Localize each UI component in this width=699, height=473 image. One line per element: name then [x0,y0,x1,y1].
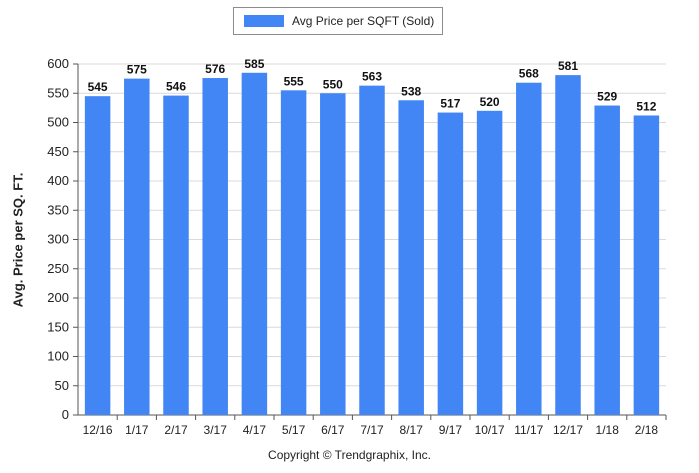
data-label: 529 [597,90,617,104]
bar [280,90,307,415]
x-tick-label: 6/17 [321,423,345,437]
y-tick-label: 400 [47,173,69,188]
data-label: 585 [244,57,264,71]
x-tick-label: 4/17 [243,423,267,437]
bar [84,96,111,416]
data-label: 520 [480,95,500,109]
data-label: 581 [558,59,578,73]
bar [476,110,503,416]
y-tick-label: 100 [47,349,69,364]
bar [320,93,346,415]
y-tick-label: 550 [47,85,69,100]
legend-swatch [244,15,284,27]
x-tick-label: 7/17 [360,423,384,437]
chart-legend: Avg Price per SQFT (Sold) [233,7,443,35]
data-label: 538 [401,84,421,98]
data-label: 576 [205,62,225,76]
x-tick-label: 8/17 [400,423,424,437]
x-tick-label: 1/18 [596,423,620,437]
bar [555,75,581,416]
copyright-text: Copyright © Trendgraphix, Inc. [268,448,431,462]
x-tick-label: 9/17 [439,423,463,437]
data-label: 512 [636,99,656,113]
bar [202,78,228,415]
data-label: 550 [323,77,343,91]
y-tick-label: 50 [55,378,69,393]
data-label: 545 [88,80,108,94]
x-tick-label: 2/17 [164,423,188,437]
bar [124,78,150,415]
x-tick-label: 11/17 [514,423,543,437]
x-tick-label: 3/17 [204,423,228,437]
bar [516,82,542,415]
bar [633,115,660,415]
data-label: 546 [166,80,186,94]
bar [594,105,620,415]
data-label: 575 [127,63,147,77]
y-tick-label: 0 [62,407,69,422]
x-tick-label: 12/17 [553,423,583,437]
bar [163,95,189,415]
y-tick-label: 350 [47,202,69,217]
bar [437,112,464,416]
bar [398,100,424,416]
data-label: 563 [362,70,382,84]
x-tick-label: 5/17 [282,423,306,437]
y-tick-label: 250 [47,261,69,276]
bar [241,72,268,416]
y-tick-label: 150 [47,319,69,334]
x-tick-label: 12/16 [83,423,113,437]
y-tick-label: 600 [47,56,69,71]
x-tick-label: 1/17 [125,423,149,437]
x-tick-label: 10/17 [475,423,505,437]
legend-label: Avg Price per SQFT (Sold) [292,14,435,28]
y-tick-label: 450 [47,144,69,159]
y-tick-label: 300 [47,232,69,247]
data-label: 568 [519,67,539,81]
data-label: 555 [284,74,304,88]
bar [359,85,385,416]
x-tick-label: 2/18 [635,423,659,437]
y-tick-label: 200 [47,290,69,305]
data-label: 517 [440,97,460,111]
y-tick-label: 500 [47,115,69,130]
